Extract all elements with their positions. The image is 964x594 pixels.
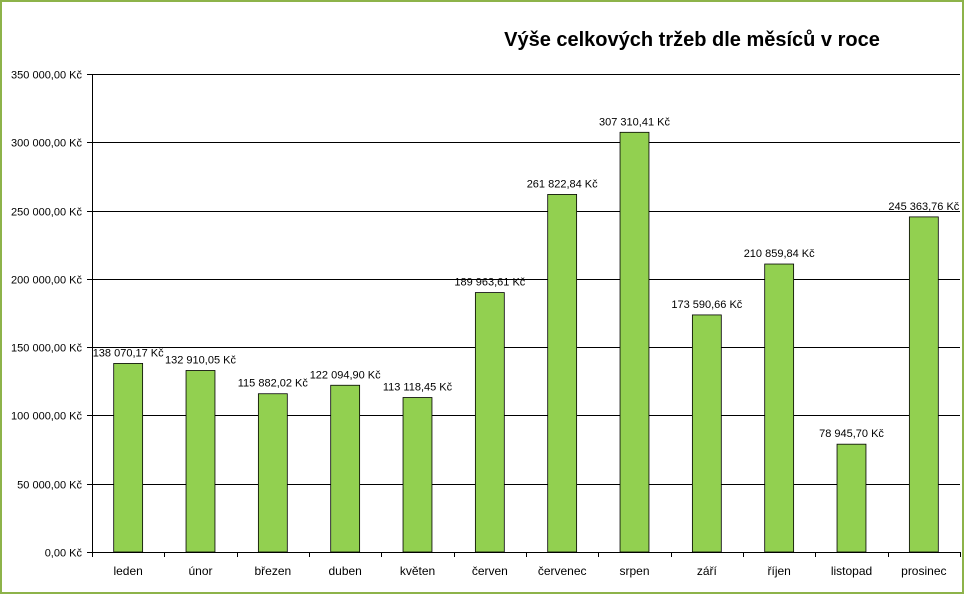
bar-duben bbox=[330, 384, 361, 553]
y-tick-label: 0,00 Kč bbox=[45, 548, 83, 560]
bar-červenec bbox=[547, 194, 578, 553]
data-label: 78 945,70 Kč bbox=[819, 428, 884, 440]
category-label: červenec bbox=[538, 564, 587, 578]
category-label: srpen bbox=[619, 564, 649, 578]
bar-únor bbox=[185, 370, 216, 553]
y-tick-label: 200 000,00 Kč bbox=[11, 275, 82, 287]
data-label: 173 590,66 Kč bbox=[671, 299, 742, 311]
bar-srpen bbox=[619, 131, 650, 553]
bar-říjen bbox=[764, 263, 795, 553]
data-label: 122 094,90 Kč bbox=[310, 369, 381, 381]
y-tick-label: 150 000,00 Kč bbox=[11, 343, 82, 355]
category-label: leden bbox=[113, 564, 142, 578]
data-label: 189 963,61 Kč bbox=[454, 277, 525, 289]
data-label: 113 118,45 Kč bbox=[383, 382, 453, 394]
y-tick-label: 100 000,00 Kč bbox=[11, 411, 82, 423]
data-label: 261 822,84 Kč bbox=[527, 178, 598, 190]
data-label: 138 070,17 Kč bbox=[93, 347, 164, 359]
bar-březen bbox=[257, 393, 288, 553]
bar-květen bbox=[402, 397, 433, 553]
category-label: únor bbox=[188, 564, 212, 578]
y-axis-tick-labels: 0,00 Kč 50 000,00 Kč 100 000,00 Kč 150 000,… bbox=[11, 70, 82, 560]
category-label: květen bbox=[400, 564, 435, 578]
y-tick-label: 250 000,00 Kč bbox=[11, 207, 82, 219]
category-label: prosinec bbox=[901, 564, 946, 578]
chart-title: Výše celkových tržeb dle měsíců v roce bbox=[504, 29, 880, 51]
data-label: 245 363,76 Kč bbox=[888, 201, 959, 213]
y-tick-label: 300 000,00 Kč bbox=[11, 138, 82, 150]
data-label: 307 310,41 Kč bbox=[599, 116, 670, 128]
data-label: 132 910,05 Kč bbox=[165, 354, 236, 366]
category-label: listopad bbox=[831, 564, 872, 578]
axes bbox=[87, 74, 961, 557]
bar-leden bbox=[113, 363, 144, 553]
bar-červen bbox=[474, 292, 505, 553]
y-tick-label: 350 000,00 Kč bbox=[11, 70, 82, 82]
y-tick-label: 50 000,00 Kč bbox=[17, 480, 82, 492]
x-axis-category-labels: leden únor březen duben květen červen červenec… bbox=[113, 564, 946, 578]
category-label: březen bbox=[254, 564, 291, 578]
data-label: 210 859,84 Kč bbox=[744, 248, 815, 260]
bar-prosinec bbox=[908, 216, 939, 553]
bar-listopad bbox=[836, 443, 867, 553]
category-label: září bbox=[697, 564, 718, 578]
category-label: říjen bbox=[767, 564, 790, 578]
category-label: duben bbox=[328, 564, 361, 578]
bar-září bbox=[691, 314, 722, 553]
category-label: červen bbox=[472, 564, 508, 578]
data-label: 115 882,02 Kč bbox=[238, 378, 309, 390]
gridlines bbox=[92, 74, 960, 485]
bars bbox=[113, 131, 939, 553]
